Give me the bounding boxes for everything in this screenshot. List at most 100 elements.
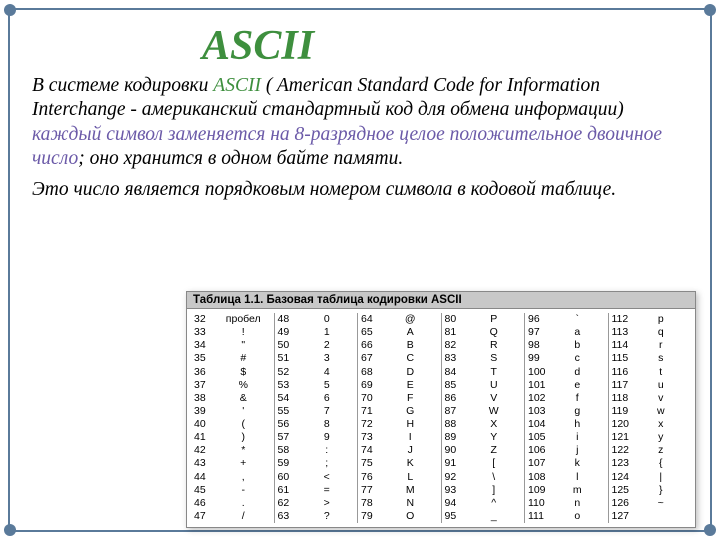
table-row: 80P [445,313,522,326]
table-row: 84T [445,366,522,379]
ascii-code: 85 [445,379,467,392]
table-row: 127 [612,510,689,523]
ascii-code: 70 [361,392,383,405]
corner-decoration [4,4,16,16]
table-row: 108l [528,471,605,484]
ascii-char: D [383,366,438,379]
table-row: 117u [612,379,689,392]
table-row: 568 [278,418,355,431]
ascii-char: пробел [216,313,271,326]
table-row: 546 [278,392,355,405]
ascii-code: 64 [361,313,383,326]
table-row: 90Z [445,444,522,457]
table-row: 104h [528,418,605,431]
ascii-char: U [467,379,522,392]
ascii-char: 3 [300,352,355,365]
ascii-code: 73 [361,431,383,444]
ascii-char: F [383,392,438,405]
ascii-char: G [383,405,438,418]
table-row: 99c [528,352,605,365]
ascii-char: ' [216,405,271,418]
table-row: 86V [445,392,522,405]
table-row: 105i [528,431,605,444]
table-row: 114r [612,339,689,352]
corner-decoration [704,524,716,536]
ascii-char: b [550,339,605,352]
table-row: 64@ [361,313,438,326]
text-run: В системе кодировки [32,75,213,96]
table-column: 80P81Q82R83S84T85U86V87W88X89Y90Z91[92\9… [442,313,526,523]
table-row: 82R [445,339,522,352]
ascii-char: m [550,484,605,497]
table-row: 118v [612,392,689,405]
table-row: 101e [528,379,605,392]
ascii-char: X [467,418,522,431]
ascii-code: 102 [528,392,550,405]
table-row: 74J [361,444,438,457]
ascii-code: 52 [278,366,300,379]
table-row: 115s [612,352,689,365]
table-row: 91[ [445,457,522,470]
table-row: 112p [612,313,689,326]
ascii-code: 96 [528,313,550,326]
table-row: 78N [361,497,438,510]
ascii-code: 100 [528,366,550,379]
table-row: 126~ [612,497,689,510]
table-row: 77M [361,484,438,497]
table-column: 48049150251352453554655756857958:59;60<6… [275,313,359,523]
ascii-char: i [550,431,605,444]
ascii-char: r [634,339,689,352]
table-row: 42* [194,444,271,457]
ascii-char: = [300,484,355,497]
ascii-char: , [216,471,271,484]
ascii-code: 98 [528,339,550,352]
ascii-code: 78 [361,497,383,510]
table-row: 106j [528,444,605,457]
ascii-char: R [467,339,522,352]
ascii-code: 62 [278,497,300,510]
table-row: 59; [278,457,355,470]
ascii-char: J [383,444,438,457]
ascii-char: j [550,444,605,457]
ascii-char: o [550,510,605,523]
ascii-char: : [300,444,355,457]
ascii-char: { [634,457,689,470]
ascii-code: 81 [445,326,467,339]
ascii-char: } [634,484,689,497]
ascii-code: 54 [278,392,300,405]
ascii-char: f [550,392,605,405]
table-row: 72H [361,418,438,431]
ascii-char: e [550,379,605,392]
ascii-char: ? [300,510,355,523]
table-row: 557 [278,405,355,418]
ascii-code: 47 [194,510,216,523]
ascii-code: 34 [194,339,216,352]
table-row: 123{ [612,457,689,470]
table-row: 120x [612,418,689,431]
ascii-code: 71 [361,405,383,418]
table-row: 85U [445,379,522,392]
ascii-char: H [383,418,438,431]
ascii-code: 75 [361,457,383,470]
table-row: 75K [361,457,438,470]
ascii-char: * [216,444,271,457]
ascii-char: 0 [300,313,355,326]
ascii-code: 65 [361,326,383,339]
ascii-char: d [550,366,605,379]
ascii-char: x [634,418,689,431]
table-row: 110n [528,497,605,510]
ascii-code: 48 [278,313,300,326]
table-row: 67C [361,352,438,365]
ascii-char: B [383,339,438,352]
table-row: 96` [528,313,605,326]
table-row: 66B [361,339,438,352]
ascii-char: T [467,366,522,379]
table-row: 40( [194,418,271,431]
ascii-code: 55 [278,405,300,418]
ascii-code: 61 [278,484,300,497]
ascii-char: # [216,352,271,365]
ascii-code: 105 [528,431,550,444]
ascii-code: 37 [194,379,216,392]
table-row: 76L [361,471,438,484]
ascii-code: 107 [528,457,550,470]
